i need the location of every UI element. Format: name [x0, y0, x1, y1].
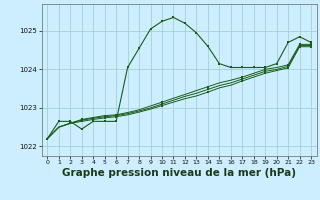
X-axis label: Graphe pression niveau de la mer (hPa): Graphe pression niveau de la mer (hPa) [62, 168, 296, 178]
